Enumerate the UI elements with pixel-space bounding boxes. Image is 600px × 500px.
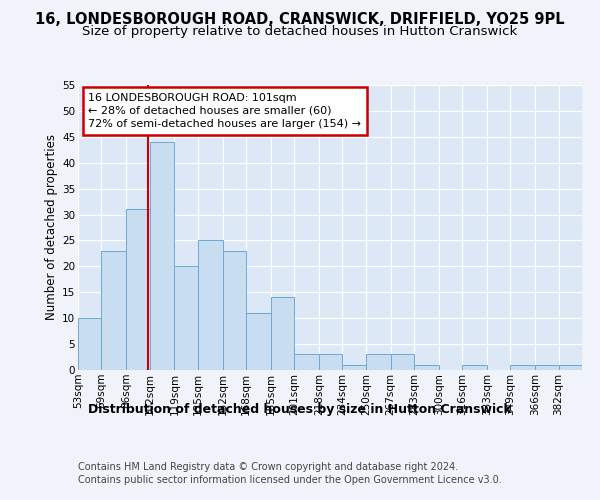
Bar [391, 354, 414, 370]
Bar [101, 251, 126, 370]
Bar [294, 354, 319, 370]
Bar [511, 365, 535, 370]
Bar [198, 240, 223, 370]
Bar [414, 365, 439, 370]
Bar [175, 266, 198, 370]
Bar [535, 365, 559, 370]
Text: Contains public sector information licensed under the Open Government Licence v3: Contains public sector information licen… [78, 475, 502, 485]
Bar [78, 318, 101, 370]
Bar [149, 142, 175, 370]
Text: Contains HM Land Registry data © Crown copyright and database right 2024.: Contains HM Land Registry data © Crown c… [78, 462, 458, 472]
Bar [366, 354, 391, 370]
Text: Distribution of detached houses by size in Hutton Cranswick: Distribution of detached houses by size … [88, 402, 512, 415]
Bar [126, 210, 149, 370]
Bar [559, 365, 582, 370]
Bar [223, 251, 246, 370]
Text: 16, LONDESBOROUGH ROAD, CRANSWICK, DRIFFIELD, YO25 9PL: 16, LONDESBOROUGH ROAD, CRANSWICK, DRIFF… [35, 12, 565, 28]
Bar [246, 313, 271, 370]
Y-axis label: Number of detached properties: Number of detached properties [45, 134, 58, 320]
Bar [343, 365, 366, 370]
Bar [319, 354, 343, 370]
Bar [462, 365, 487, 370]
Text: 16 LONDESBOROUGH ROAD: 101sqm
← 28% of detached houses are smaller (60)
72% of s: 16 LONDESBOROUGH ROAD: 101sqm ← 28% of d… [88, 93, 361, 129]
Bar [271, 298, 294, 370]
Text: Size of property relative to detached houses in Hutton Cranswick: Size of property relative to detached ho… [82, 25, 518, 38]
